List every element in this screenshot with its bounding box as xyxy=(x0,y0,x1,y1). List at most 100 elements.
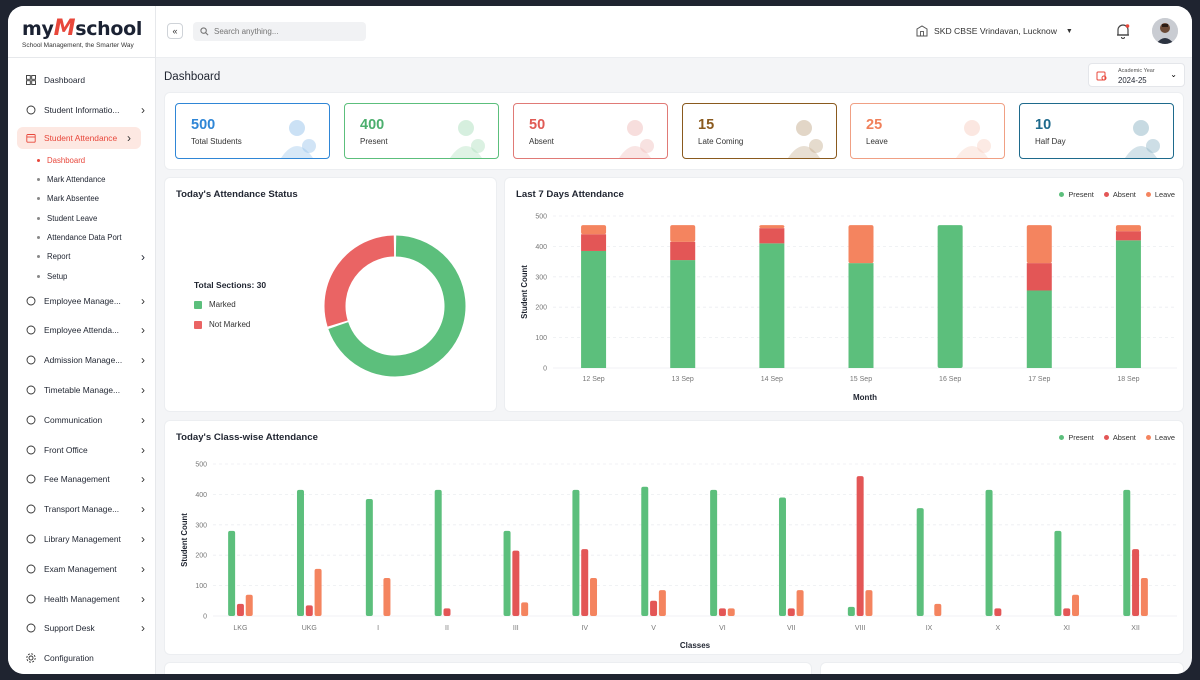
bar-group-iv[interactable] xyxy=(572,489,598,616)
stat-card-total-students[interactable]: 500 Total Students xyxy=(175,103,330,159)
bar-present[interactable] xyxy=(1026,290,1052,368)
bar-leave[interactable] xyxy=(1115,225,1141,232)
sidebar-item-fee-management[interactable]: Fee Management › xyxy=(8,464,155,494)
notification-button[interactable] xyxy=(1114,22,1132,40)
bar-group-xi[interactable] xyxy=(1054,530,1080,616)
sidebar-item-exam-management[interactable]: Exam Management › xyxy=(8,554,155,584)
bar-stack-13-sep[interactable] xyxy=(670,225,696,368)
sidebar-item-employee-manage[interactable]: Employee Manage... › xyxy=(8,286,155,316)
bar-present[interactable] xyxy=(985,489,993,616)
bar-group-vi[interactable] xyxy=(710,489,735,616)
sub-item-attendance-data-port[interactable]: Attendance Data Port xyxy=(8,228,155,247)
bar-present[interactable] xyxy=(916,508,924,616)
sidebar-item-dashboard[interactable]: Dashboard xyxy=(8,65,155,95)
bar-group-lkg[interactable] xyxy=(228,530,253,616)
bar-present[interactable] xyxy=(581,250,607,368)
bar-stack-16-sep[interactable] xyxy=(937,225,963,368)
bar-absent[interactable] xyxy=(236,603,244,616)
bar-present[interactable] xyxy=(670,260,696,368)
sidebar-item-health-management[interactable]: Health Management › xyxy=(8,584,155,614)
sidebar-item-support-desk[interactable]: Support Desk › xyxy=(8,613,155,643)
bar-leave[interactable] xyxy=(727,608,735,616)
bar-present[interactable] xyxy=(228,530,236,616)
sub-item-setup[interactable]: Setup xyxy=(8,266,155,285)
bar-present[interactable] xyxy=(1123,489,1131,616)
bar-leave[interactable] xyxy=(934,603,942,616)
bar-leave[interactable] xyxy=(590,578,598,616)
bar-present[interactable] xyxy=(1115,240,1141,368)
academic-year-selector[interactable]: Academic Year 2024-25 ⌄ xyxy=(1088,63,1185,87)
bar-absent[interactable] xyxy=(718,608,726,616)
sidebar-item-library-management[interactable]: Library Management › xyxy=(8,524,155,554)
sidebar-item-configuration[interactable]: Configuration xyxy=(8,643,155,673)
bar-present[interactable] xyxy=(365,498,373,616)
sidebar-item-student-attendance[interactable]: Student Attendance › xyxy=(17,126,141,149)
bar-present[interactable] xyxy=(434,489,442,616)
bar-absent[interactable] xyxy=(787,608,795,616)
bar-absent[interactable] xyxy=(443,608,451,616)
bar-absent[interactable] xyxy=(856,476,864,616)
bar-leave[interactable] xyxy=(1072,594,1080,616)
bar-absent[interactable] xyxy=(650,600,658,616)
school-selector[interactable]: SKD CBSE Vrindavan, Lucknow ▼ xyxy=(916,25,1073,37)
search-box[interactable] xyxy=(193,22,366,41)
bar-group-ix[interactable] xyxy=(916,508,942,616)
bar-absent[interactable] xyxy=(581,549,589,616)
bar-present[interactable] xyxy=(503,530,511,616)
bar-absent[interactable] xyxy=(512,550,520,616)
bar-leave[interactable] xyxy=(865,590,873,616)
sub-item-report[interactable]: Report › xyxy=(8,247,155,266)
bar-absent[interactable] xyxy=(305,605,313,616)
bar-present[interactable] xyxy=(847,606,855,616)
logo[interactable]: myMschool School Management, the Smarter… xyxy=(8,6,155,58)
bar-group-i[interactable] xyxy=(365,498,391,616)
bar-stack-17-sep[interactable] xyxy=(1026,225,1052,368)
avatar[interactable] xyxy=(1152,18,1178,44)
bar-absent[interactable] xyxy=(670,241,696,261)
bar-present[interactable] xyxy=(572,489,580,616)
stat-card-absent[interactable]: 50 Absent xyxy=(513,103,668,159)
bar-leave[interactable] xyxy=(245,594,253,616)
bar-stack-14-sep[interactable] xyxy=(759,225,785,368)
bar-leave[interactable] xyxy=(848,225,874,264)
donut-slice-not-marked[interactable] xyxy=(324,235,395,327)
bar-stack-12-sep[interactable] xyxy=(581,225,607,368)
bar-leave[interactable] xyxy=(670,225,696,242)
bar-present[interactable] xyxy=(296,489,304,616)
bar-present[interactable] xyxy=(937,225,963,368)
bar-group-v[interactable] xyxy=(641,486,666,616)
sub-item-dashboard[interactable]: Dashboard xyxy=(8,151,155,170)
bar-leave[interactable] xyxy=(581,225,607,235)
bar-leave[interactable] xyxy=(796,590,804,616)
bar-absent[interactable] xyxy=(1132,549,1140,616)
sidebar-item-transport-manage[interactable]: Transport Manage... › xyxy=(8,494,155,524)
sidebar-item-student-informatio[interactable]: Student Informatio... › xyxy=(8,95,155,125)
sub-item-mark-attendance[interactable]: Mark Attendance xyxy=(8,170,155,189)
bar-present[interactable] xyxy=(759,243,785,368)
sidebar-item-front-office[interactable]: Front Office › xyxy=(8,435,155,465)
bar-present[interactable] xyxy=(848,263,874,368)
bar-absent[interactable] xyxy=(1063,608,1071,616)
bar-leave[interactable] xyxy=(759,225,785,229)
sidebar-item-communication[interactable]: Communication › xyxy=(8,405,155,435)
bar-group-x[interactable] xyxy=(985,489,1002,616)
sidebar-item-timetable-manage[interactable]: Timetable Manage... › xyxy=(8,375,155,405)
bar-absent[interactable] xyxy=(581,234,607,251)
bar-group-ukg[interactable] xyxy=(296,489,322,616)
bar-leave[interactable] xyxy=(1026,225,1052,264)
bar-absent[interactable] xyxy=(1026,263,1052,291)
bar-group-vii[interactable] xyxy=(778,497,804,616)
sub-item-student-leave[interactable]: Student Leave xyxy=(8,208,155,227)
donut-slice-marked[interactable] xyxy=(328,235,466,377)
bar-leave[interactable] xyxy=(1140,578,1148,616)
bar-absent[interactable] xyxy=(994,608,1002,616)
bar-stack-18-sep[interactable] xyxy=(1115,225,1141,368)
bar-present[interactable] xyxy=(1054,530,1062,616)
stat-card-half-day[interactable]: 10 Half Day xyxy=(1019,103,1174,159)
bar-absent[interactable] xyxy=(759,228,785,244)
bar-present[interactable] xyxy=(710,489,718,616)
sub-item-mark-absentee[interactable]: Mark Absentee xyxy=(8,189,155,208)
bar-leave[interactable] xyxy=(521,602,529,616)
stat-card-leave[interactable]: 25 Leave xyxy=(850,103,1005,159)
sidebar-item-admission-manage[interactable]: Admission Manage... › xyxy=(8,345,155,375)
